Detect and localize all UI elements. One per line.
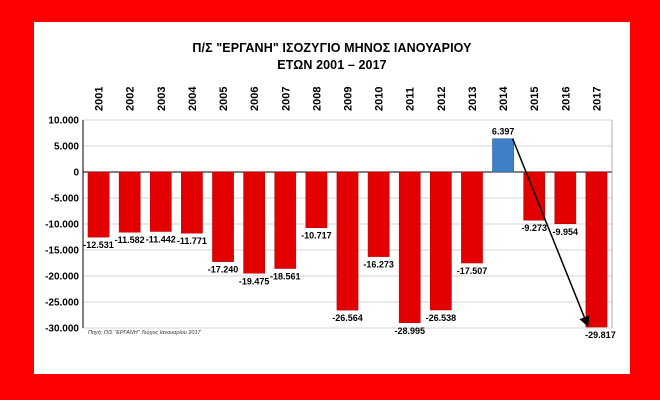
data-label: 6.397	[492, 127, 515, 137]
data-label: -12.531	[83, 240, 114, 250]
data-label: -19.475	[239, 276, 270, 286]
y-tick-label: -15.000	[45, 246, 79, 257]
bar	[585, 171, 608, 328]
bar	[430, 171, 452, 311]
bar	[461, 171, 483, 264]
x-category-label: 2004	[187, 86, 199, 111]
x-category-label: 2013	[467, 87, 479, 111]
x-category-label: 2017	[591, 87, 603, 111]
bar	[492, 138, 514, 173]
y-tick-label: -20.000	[45, 272, 79, 283]
y-tick-label: 5.000	[54, 142, 79, 153]
chart-title: Π/Σ "ΕΡΓΑΝΗ" ΙΣΟΖΥΓΙΟ ΜΗΝΟΣ ΙΑΝΟΥΑΡΙΟΥ	[192, 41, 472, 55]
data-label: -26.564	[332, 313, 363, 323]
trend-arrow	[511, 138, 590, 328]
x-category-label: 2016	[560, 87, 572, 111]
y-tick-label: 10.000	[48, 116, 79, 127]
x-category-label: 2002	[125, 87, 137, 111]
x-category-label: 2003	[156, 87, 168, 111]
data-label: -10.717	[301, 231, 332, 241]
x-category-label: 2005	[218, 87, 230, 111]
bar	[367, 171, 390, 257]
bar	[149, 171, 172, 232]
y-tick-label: -25.000	[45, 298, 79, 309]
chart-subtitle: ΕΤΩΝ 2001 – 2017	[277, 58, 387, 72]
y-tick-label: -10.000	[45, 220, 79, 231]
bar	[274, 171, 297, 269]
data-label: -11.771	[177, 236, 207, 246]
data-label: -9.273	[521, 223, 547, 233]
data-label: -29.817	[585, 330, 616, 340]
bar	[87, 171, 110, 238]
x-category-label: 2015	[529, 87, 541, 111]
x-category-label: 2012	[436, 87, 448, 111]
bar	[305, 171, 328, 228]
bar	[554, 171, 577, 225]
x-category-label: 2014	[498, 86, 510, 111]
data-label: -28.995	[394, 326, 425, 336]
bar	[212, 171, 234, 262]
data-label: -26.538	[426, 313, 457, 323]
bar	[181, 171, 203, 234]
bar	[118, 171, 141, 233]
x-category-label: 2009	[343, 87, 355, 111]
chart-title-block: Π/Σ "ΕΡΓΑΝΗ" ΙΣΟΖΥΓΙΟ ΜΗΝΟΣ ΙΑΝΟΥΑΡΙΟΥ Ε…	[34, 40, 630, 74]
data-label: -16.273	[363, 260, 394, 270]
bar	[243, 171, 265, 274]
bar	[336, 171, 359, 311]
data-label: -9.954	[553, 227, 579, 237]
data-label: -17.507	[457, 266, 488, 276]
x-category-label: 2008	[311, 87, 323, 111]
y-tick-label: 0	[73, 168, 79, 179]
bar	[398, 171, 421, 324]
data-label: -11.442	[146, 234, 176, 244]
source-note: Πηγή: Π/Σ "ΕΡΓΑΝΗ" Τεύχος Ιανουαρίου 201…	[88, 330, 201, 336]
data-label: -17.240	[208, 265, 239, 275]
bar	[523, 171, 546, 221]
x-category-label: 2011	[405, 87, 417, 111]
x-category-label: 2007	[280, 87, 292, 111]
data-label: -18.561	[270, 272, 301, 282]
x-category-label: 2001	[94, 87, 106, 111]
y-tick-label: -5.000	[51, 194, 80, 205]
y-tick-label: -30.000	[45, 324, 79, 335]
x-category-label: 2010	[374, 87, 386, 111]
x-category-label: 2006	[249, 87, 261, 111]
data-label: -11.582	[115, 235, 145, 245]
